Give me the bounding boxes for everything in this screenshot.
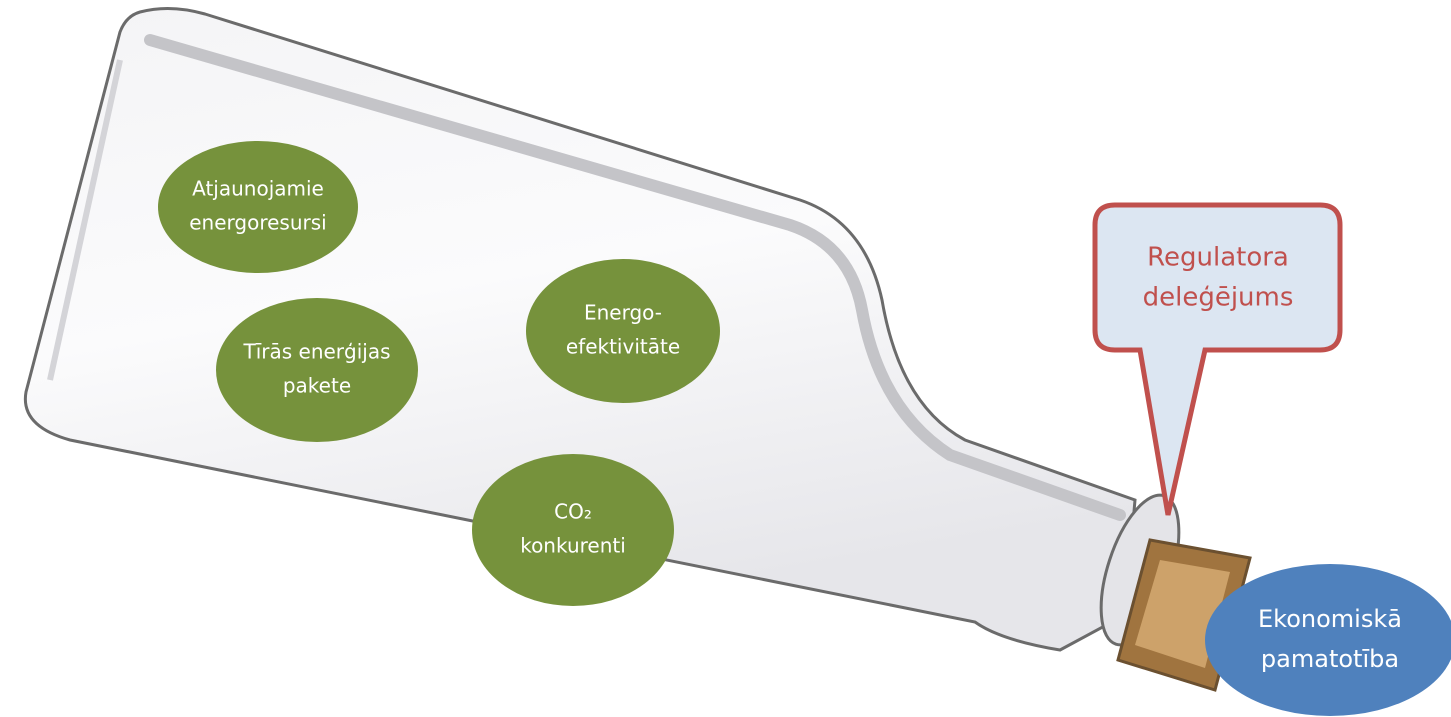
- node-label: pakete: [283, 374, 351, 398]
- cork-label-text: Ekonomiskā: [1258, 605, 1402, 633]
- node-label: Tīrās enerģijas: [242, 340, 390, 364]
- cork-label-text: pamatotība: [1261, 645, 1399, 673]
- callout-text: deleģējums: [1143, 283, 1294, 313]
- cork-label-bubble: [1205, 564, 1451, 716]
- callout-text: Regulatora: [1147, 243, 1289, 273]
- node-label: CO₂: [554, 500, 592, 524]
- node-label: energoresursi: [189, 211, 326, 235]
- node: [472, 454, 674, 606]
- node-label: efektivitāte: [566, 335, 680, 359]
- node-label: konkurenti: [520, 534, 626, 558]
- diagram: Atjaunojamie energoresursi Energo-efektivi…: [0, 0, 1451, 717]
- node: [216, 298, 418, 442]
- node: [526, 259, 720, 403]
- node-label: Atjaunojamie: [192, 177, 324, 201]
- node-label: Energo-: [584, 301, 662, 325]
- node: [158, 141, 358, 273]
